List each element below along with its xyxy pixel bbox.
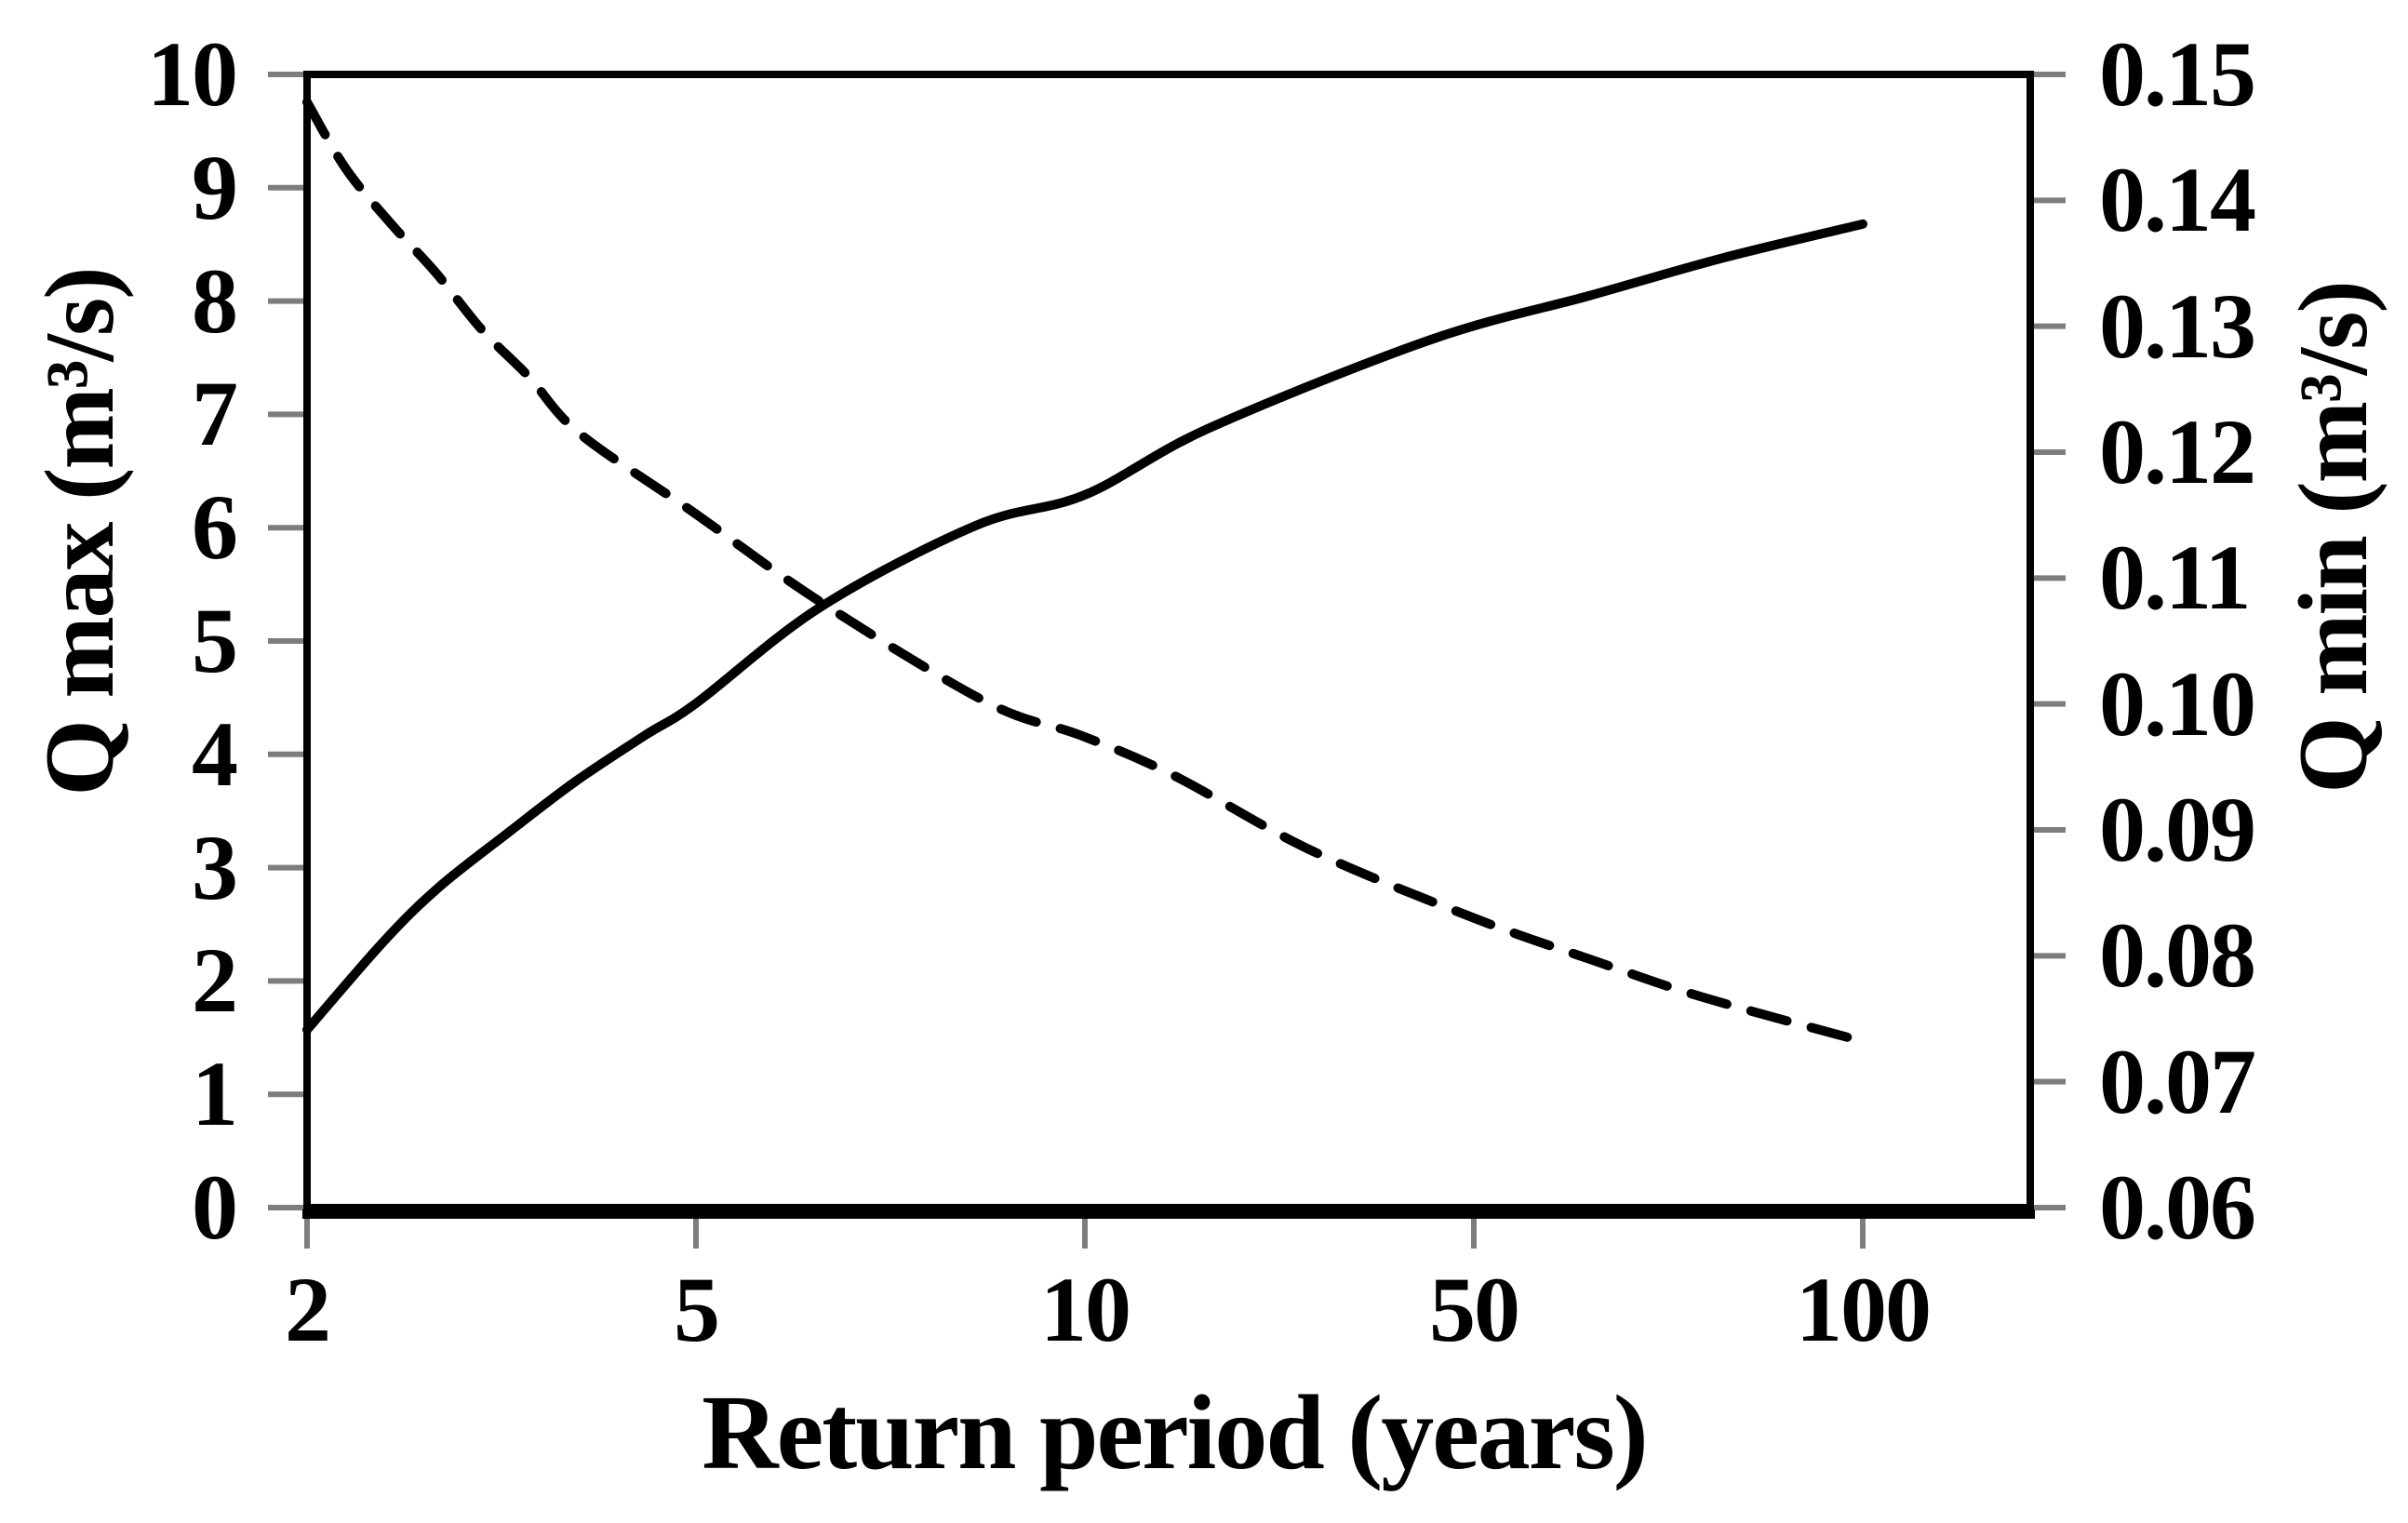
plot-border <box>303 71 2034 1211</box>
left-axis-tick-label: 7 <box>192 362 238 466</box>
x-axis-title: Return period (years) <box>702 1373 1648 1491</box>
left-axis-tick-label: 5 <box>192 589 238 692</box>
x-axis-tick-label: 2 <box>285 1258 331 1361</box>
qmin-curve <box>302 97 1867 1047</box>
left-axis-tick-label: 3 <box>192 815 238 919</box>
right-axis-tick-label: 0.15 <box>2099 22 2256 126</box>
left-axis-tick-label: 2 <box>192 928 238 1033</box>
right-axis-tick-label: 0.11 <box>2099 526 2251 630</box>
left-axis-tick-label: 9 <box>192 135 238 239</box>
x-axis-tick-label: 10 <box>1040 1258 1131 1361</box>
x-axis-tick-label: 5 <box>674 1258 720 1361</box>
right-axis-tick-label: 0.12 <box>2099 400 2256 503</box>
left-axis-tick-label: 8 <box>192 248 238 353</box>
x-axis-tick-label: 50 <box>1429 1258 1520 1361</box>
right-axis-tick-label: 0.10 <box>2099 651 2256 755</box>
right-axis-tick-label: 0.08 <box>2099 903 2256 1008</box>
left-axis-tick-label: 6 <box>192 475 238 580</box>
right-axis-tick-label: 0.07 <box>2099 1029 2256 1133</box>
left-axis-tick-label: 0 <box>192 1156 238 1259</box>
left-axis-tick-label: 4 <box>192 701 238 806</box>
right-axis-tick-label: 0.14 <box>2099 148 2256 252</box>
qmax-curve <box>302 219 1867 1035</box>
right-axis-tick-label: 0.06 <box>2099 1156 2256 1259</box>
right-axis-title: Q min (m³/s) <box>2279 282 2388 794</box>
right-axis-tick-label: 0.13 <box>2099 274 2256 378</box>
left-axis-tick-label: 10 <box>147 22 238 126</box>
left-axis-title: Q max (m³/s) <box>25 268 134 796</box>
right-axis-tick-label: 0.09 <box>2099 778 2256 881</box>
left-axis-tick-label: 1 <box>192 1042 238 1146</box>
x-axis-tick-label: 100 <box>1796 1258 1932 1361</box>
